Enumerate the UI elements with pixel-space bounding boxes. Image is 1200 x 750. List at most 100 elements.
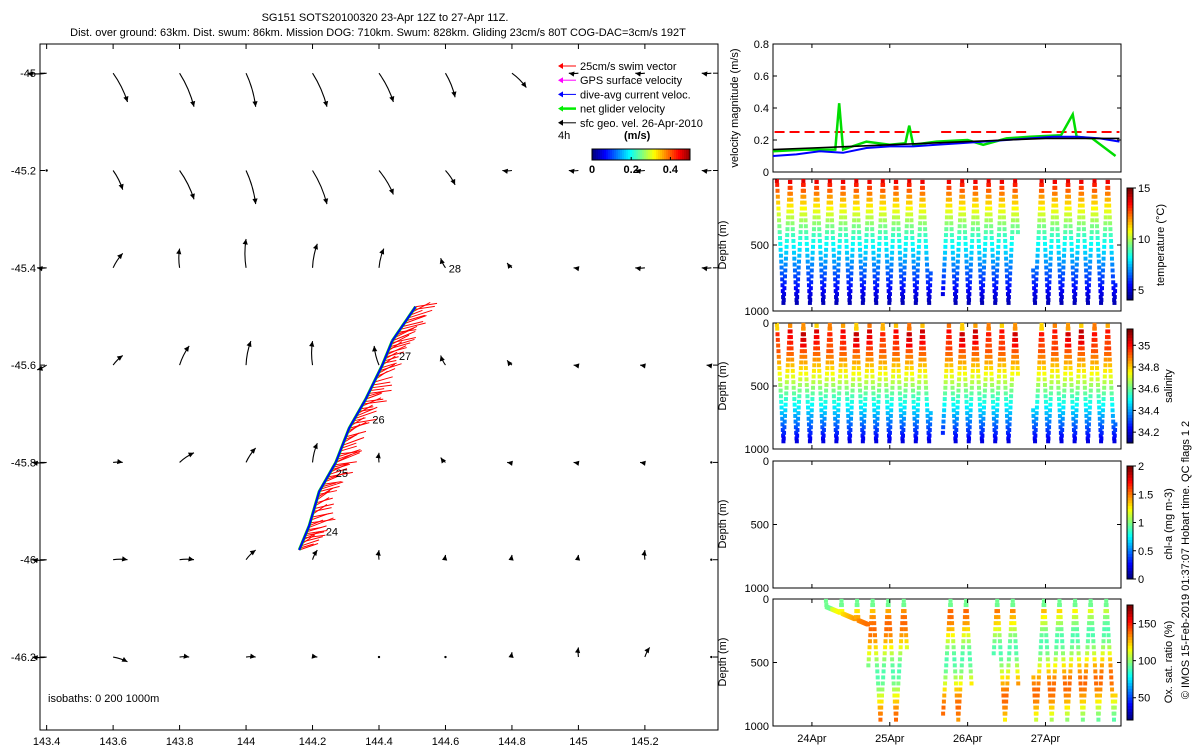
velocity-ytick-label: 0.2 [754,135,769,147]
swim-vector [369,388,385,392]
swim-vector [300,539,320,547]
geo-vector [32,557,47,564]
legend-entry-label: dive-avg current veloc. [580,89,691,101]
geo-vector [574,647,581,658]
geo-vector [245,340,252,366]
geo-vector [710,461,713,464]
dac-speed-line [772,135,1120,157]
swim-vector [388,342,411,350]
map-xtick-label: 144.2 [299,736,327,748]
geo-vector [112,355,124,366]
velocity-ytick-label: 0 [763,167,769,179]
map-ytick-label: -45 [20,68,36,80]
temperature-clabel: temperature (°C) [1155,204,1167,286]
colorbar-tick-label: 34.8 [1138,362,1159,374]
legend-interval-label: 4h [558,130,570,142]
depth-tick-label: 500 [751,240,769,252]
geo-vector [445,170,456,186]
oxygen-ylabel: Depth (m) [717,638,729,687]
geo-speed-line [772,137,1120,151]
geo-vector [45,169,48,172]
oxygen-clabel: Ox. sat. ratio (%) [1163,621,1175,704]
dive-profile-points [774,322,1118,444]
geo-vector [176,248,182,268]
geo-vector [375,452,381,463]
swim-vector [305,530,328,535]
geo-vector [568,71,579,77]
depth-tick-label: 1000 [745,721,769,733]
figure-subtitle: Dist. over ground: 63km. Dist. swum: 86k… [70,27,686,39]
legend-cbar-tick: 0 [589,164,595,176]
temperature-ylabel: Depth (m) [717,221,729,270]
geo-vector [568,168,579,174]
swim-vector [387,347,407,354]
colorbar-tick-label: 2 [1138,461,1144,473]
geo-vector [506,359,513,367]
map-xtick-label: 145.2 [631,736,659,748]
swim-vector [327,471,353,478]
swim-vector [344,434,357,441]
credit-label: © IMOS 15-Feb-2019 01:37:07 Hobart time.… [1180,421,1192,699]
salinity-panel: 0 500 1000 34.2 34.4 34.6 34.8 35 Depth (m) sal… [717,318,1175,456]
colorbar: 5 10 15 [1126,183,1150,301]
geo-vector [573,460,580,466]
day-label: 24 [326,526,338,538]
map-panel: 143.4 143.6 143.8 144 144.2 144.4 144.6 144.8 14… [11,43,719,748]
swim-vector [347,421,367,432]
swim-vector [307,526,323,531]
colorbar-tick-label: 150 [1138,619,1156,631]
day-labels: 24 25 26 27 28 [326,264,461,539]
geo-vector [372,345,380,366]
geo-vector [377,655,381,659]
geo-vector [179,72,196,107]
velocity-ytick-label: 0.4 [754,103,769,115]
swim-vector [321,482,336,488]
geo-vector [311,243,318,268]
swim-vector [302,536,323,543]
time-tick-label: 24Apr [797,733,827,745]
map-x-ticks: 143.4 143.6 143.8 144 144.2 144.4 144.6 144.8 14… [33,44,659,748]
geo-vector [710,558,713,561]
map-xtick-label: 144.8 [498,736,526,748]
day-label: 26 [372,414,384,426]
swim-vector [403,315,427,325]
legend-entry: net glider velocity [558,104,665,116]
geo-vector [440,457,446,464]
legend-colorbar: 0 0.2 0.4 [589,148,691,176]
map-xtick-label: 144 [237,736,255,748]
geo-vector [27,71,47,77]
geo-vector [312,72,329,107]
geo-vector [444,655,447,659]
swim-vector [362,400,387,405]
swim-vector [355,406,378,417]
geo-vector [179,170,195,200]
geo-vector [179,452,195,463]
swim-vector [315,497,333,504]
geo-vector [439,258,446,269]
depth-tick-label: 500 [751,658,769,670]
colorbar-tick-label: 10 [1138,234,1150,246]
legend-entry: 25cm/s swim vector [558,61,677,73]
swim-vector [332,462,349,468]
dive-profile-points [774,178,1118,305]
swim-vector [308,517,334,529]
geo-vector [245,170,258,205]
depth-tick-label: 1000 [745,306,769,318]
dac-track [334,398,367,463]
colorbar-tick-label: 50 [1138,693,1150,705]
geo-vector [112,170,124,190]
velocity-ytick-label: 0.8 [754,39,769,51]
colorbar: 0 0.5 1 1.5 2 [1126,461,1153,586]
swim-vector [385,351,404,358]
geo-vector [309,341,315,366]
swim-vector [334,461,357,466]
geo-vector [113,458,123,465]
swim-vector [383,356,399,362]
depth-tick-label: 0 [763,318,769,330]
chl-axes-frame [772,460,1122,589]
map-xtick-label: 144.6 [432,736,460,748]
isobaths-label: isobaths: 0 200 1000m [48,693,159,705]
geo-vector [242,238,248,268]
swim-vector [354,410,377,420]
geo-vector [710,655,713,659]
